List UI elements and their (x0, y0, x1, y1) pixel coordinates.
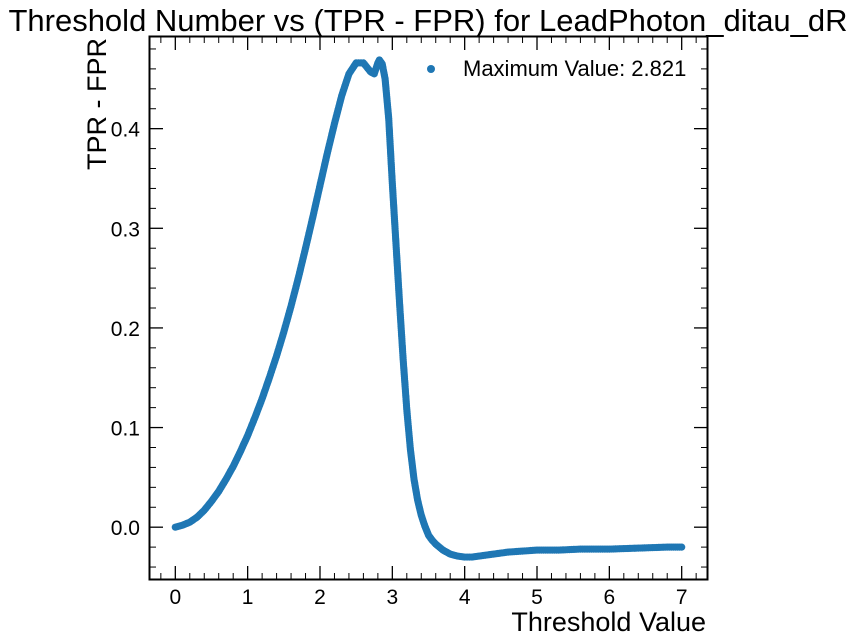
data-points (171, 56, 686, 561)
legend-entry-label: Maximum Value: 2.821 (463, 56, 686, 81)
x-tick-label: 3 (386, 586, 398, 609)
y-tick-label: 0.0 (111, 517, 140, 540)
axis-ticks: 0 1 2 3 4 5 6 7 0.0 0.1 0.2 0.3 0.4 (111, 37, 707, 609)
x-tick-label: 0 (169, 586, 181, 609)
x-tick-label: 5 (531, 586, 543, 609)
x-tick-label: 6 (604, 586, 616, 609)
y-tick-label: 0.1 (111, 418, 140, 441)
x-axis-label: Threshold Value (511, 607, 706, 637)
legend: Maximum Value: 2.821 (427, 56, 686, 81)
y-tick-label: 0.2 (111, 318, 140, 341)
x-tick-label: 2 (314, 586, 326, 609)
y-axis-label: TPR - FPR (82, 38, 112, 170)
plot-frame (148, 35, 709, 581)
data-point (678, 543, 686, 551)
x-tick-label: 1 (242, 586, 254, 609)
chart-title: Threshold Number vs (TPR - FPR) for Lead… (8, 3, 847, 38)
x-tick-label: 7 (676, 586, 688, 609)
y-tick-label: 0.3 (111, 218, 140, 241)
y-tick-label: 0.4 (111, 119, 141, 142)
legend-marker (427, 65, 435, 73)
x-tick-label: 4 (459, 586, 471, 609)
